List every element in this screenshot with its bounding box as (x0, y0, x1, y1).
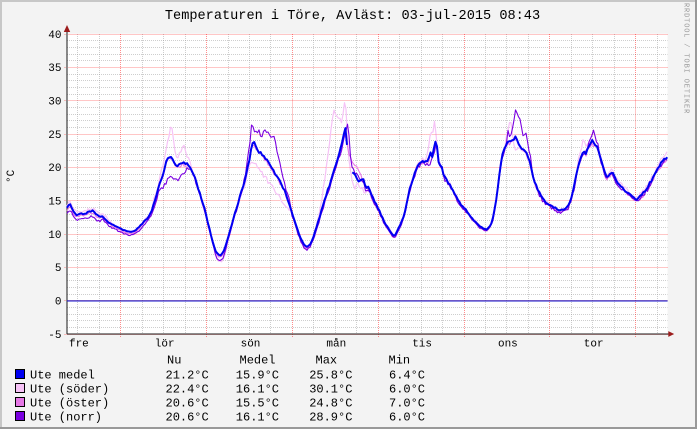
svg-text:10: 10 (48, 230, 61, 242)
svg-text:20.6°C: 20.6°C (166, 396, 209, 410)
svg-text:5: 5 (55, 263, 62, 275)
svg-text:22.4°C: 22.4°C (166, 382, 209, 396)
svg-text:fre: fre (69, 339, 89, 351)
svg-text:35: 35 (48, 63, 61, 75)
svg-text:Temperaturen i Töre, Avläst: 0: Temperaturen i Töre, Avläst: 03-jul-2015… (165, 9, 540, 24)
svg-text:Ute medel: Ute medel (30, 368, 95, 382)
svg-text:lör: lör (155, 339, 175, 351)
svg-text:6.4°C: 6.4°C (389, 368, 425, 382)
svg-text:30.1°C: 30.1°C (309, 382, 352, 396)
svg-text:Ute (söder): Ute (söder) (30, 382, 109, 396)
svg-text:Ute (norr): Ute (norr) (30, 410, 102, 424)
svg-text:-5: -5 (48, 330, 61, 342)
svg-text:6.0°C: 6.0°C (389, 382, 425, 396)
svg-text:30: 30 (48, 96, 61, 108)
svg-text:Medel: Medel (240, 353, 276, 367)
svg-text:Nu: Nu (167, 353, 181, 367)
svg-text:16.1°C: 16.1°C (236, 410, 279, 424)
svg-text:24.8°C: 24.8°C (309, 396, 352, 410)
svg-text:tis: tis (412, 339, 432, 351)
svg-text:28.9°C: 28.9°C (309, 410, 352, 424)
svg-text:sön: sön (241, 339, 261, 351)
svg-text:15.5°C: 15.5°C (236, 396, 279, 410)
svg-text:20.6°C: 20.6°C (166, 410, 209, 424)
svg-text:40: 40 (48, 30, 61, 42)
svg-text:Min: Min (389, 353, 411, 367)
svg-text:RRDTOOL / TOBI OETIKER: RRDTOOL / TOBI OETIKER (682, 3, 690, 114)
svg-text:25.8°C: 25.8°C (309, 368, 352, 382)
svg-text:6.0°C: 6.0°C (389, 410, 425, 424)
svg-text:15.9°C: 15.9°C (236, 368, 279, 382)
svg-text:25: 25 (48, 130, 61, 142)
svg-text:Ute (öster): Ute (öster) (30, 396, 109, 410)
svg-text:Max: Max (316, 353, 338, 367)
svg-text:tor: tor (584, 339, 604, 351)
svg-text:16.1°C: 16.1°C (236, 382, 279, 396)
svg-text:ons: ons (498, 339, 518, 351)
svg-text:°C: °C (6, 169, 18, 183)
svg-text:mån: mån (326, 338, 346, 351)
svg-text:21.2°C: 21.2°C (166, 368, 209, 382)
svg-text:15: 15 (48, 196, 61, 208)
svg-text:0: 0 (55, 296, 62, 308)
svg-text:20: 20 (48, 163, 61, 175)
svg-text:7.0°C: 7.0°C (389, 396, 425, 410)
